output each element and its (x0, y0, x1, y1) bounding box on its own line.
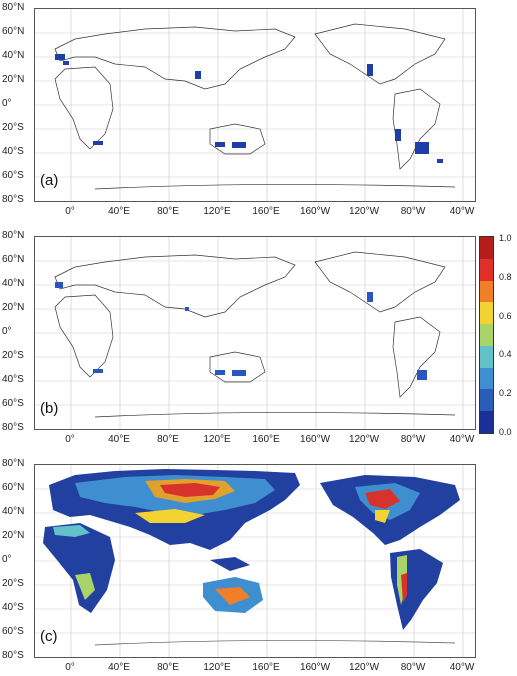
colorbar-swatch (480, 280, 493, 303)
lat-label: 40°N (2, 506, 25, 517)
lon-label: 160°E (252, 434, 280, 445)
lon-label: 80°W (400, 434, 426, 445)
lat-label: 40°S (2, 374, 24, 385)
lon-label: 40°W (449, 434, 475, 445)
lon-label: 160°W (299, 434, 331, 445)
map-frame-a (34, 8, 476, 202)
lat-label: 60°N (2, 254, 25, 265)
lon-label: 120°W (348, 434, 380, 445)
lat-label: 60°N (2, 482, 25, 493)
panel-label-c: (c) (40, 628, 58, 645)
lat-label: 0° (2, 554, 12, 565)
lat-label: 20°N (2, 530, 25, 541)
map-a-svg (35, 9, 475, 201)
colorbar-swatch (480, 302, 493, 325)
lat-label: 80°N (2, 2, 25, 13)
lat-label: 20°N (2, 74, 25, 85)
colorbar-tick-label: 0.8 (499, 271, 512, 282)
lat-label: 80°S (2, 194, 24, 205)
lon-label: 0° (65, 662, 75, 673)
colorbar-swatch (480, 389, 493, 412)
lat-label: 80°S (2, 650, 24, 661)
colorbar-swatch (480, 237, 493, 259)
lon-label: 40°E (108, 434, 130, 445)
colorbar-swatch (480, 324, 493, 346)
map-b-svg (35, 237, 475, 429)
lon-label: 80°W (400, 206, 426, 217)
lon-label: 160°W (299, 662, 331, 673)
lon-label: 40°W (449, 662, 475, 673)
lon-label: 120°E (203, 662, 231, 673)
colorbar-tick-label: 0.6 (499, 310, 512, 321)
lat-label: 80°N (2, 458, 25, 469)
lon-label: 120°W (348, 662, 380, 673)
colorbar-tick-label: 1.0 (499, 233, 512, 243)
lon-label: 80°E (157, 206, 179, 217)
colorbar-tick-label: 0.0 (499, 427, 512, 437)
map-frame-c (34, 464, 476, 658)
lat-label: 40°S (2, 146, 24, 157)
colorbar-swatch (480, 411, 493, 433)
lon-label: 0° (65, 434, 75, 445)
lon-label: 40°E (108, 662, 130, 673)
lat-label: 0° (2, 98, 12, 109)
panel-label-b: (b) (40, 400, 59, 417)
map-panel-c: (c) (0, 456, 517, 676)
lat-label: 60°S (2, 626, 24, 637)
colorbar-tick-label: 0.4 (499, 349, 512, 360)
panel-label-a: (a) (40, 172, 59, 189)
colorbar (479, 236, 494, 434)
lon-label: 40°W (449, 206, 475, 217)
lon-label: 120°E (203, 206, 231, 217)
map-panel-a: (a) (0, 0, 517, 225)
lat-label: 80°N (2, 230, 25, 241)
lat-label: 40°S (2, 602, 24, 613)
lat-label: 60°S (2, 398, 24, 409)
lon-label: 120°W (348, 206, 380, 217)
lat-label: 40°N (2, 50, 25, 61)
map-frame-b (34, 236, 476, 430)
lon-label: 160°W (299, 206, 331, 217)
lat-label: 60°S (2, 170, 24, 181)
colorbar-swatch (480, 258, 493, 281)
colorbar-swatch (480, 367, 493, 390)
lat-label: 20°S (2, 122, 24, 133)
lon-label: 80°W (400, 662, 426, 673)
lon-label: 80°E (157, 662, 179, 673)
lat-label: 40°N (2, 278, 25, 289)
lat-label: 20°N (2, 302, 25, 313)
lon-label: 120°E (203, 434, 231, 445)
lon-label: 0° (65, 206, 75, 217)
lat-label: 80°S (2, 422, 24, 433)
map-panel-b: (b) (0, 228, 517, 453)
lon-label: 40°E (108, 206, 130, 217)
lat-label: 20°S (2, 350, 24, 361)
lat-label: 20°S (2, 578, 24, 589)
lat-label: 60°N (2, 26, 25, 37)
map-c-svg (35, 465, 475, 657)
lon-label: 160°E (252, 206, 280, 217)
lon-label: 160°E (252, 662, 280, 673)
lon-label: 80°E (157, 434, 179, 445)
lat-label: 0° (2, 326, 12, 337)
colorbar-swatch (480, 345, 493, 368)
colorbar-tick-label: 0.2 (499, 388, 512, 399)
